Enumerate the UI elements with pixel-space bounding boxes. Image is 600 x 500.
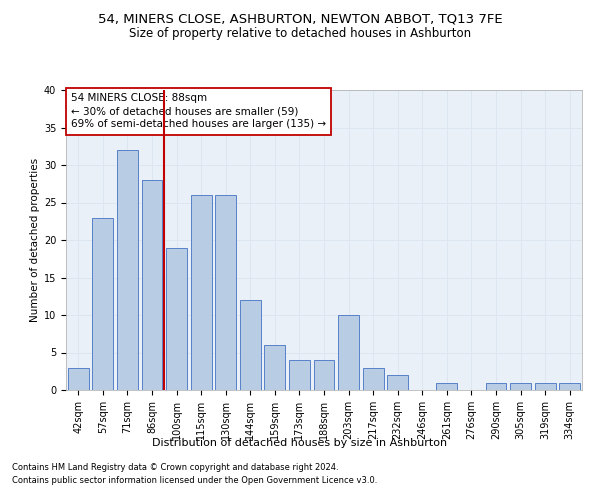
Text: Distribution of detached houses by size in Ashburton: Distribution of detached houses by size … [152,438,448,448]
Text: 54, MINERS CLOSE, ASHBURTON, NEWTON ABBOT, TQ13 7FE: 54, MINERS CLOSE, ASHBURTON, NEWTON ABBO… [98,12,502,26]
Text: Contains public sector information licensed under the Open Government Licence v3: Contains public sector information licen… [12,476,377,485]
Text: Size of property relative to detached houses in Ashburton: Size of property relative to detached ho… [129,28,471,40]
Bar [191,195,212,390]
Text: Contains HM Land Registry data © Crown copyright and database right 2024.: Contains HM Land Registry data © Crown c… [12,464,338,472]
Bar [265,345,286,390]
Bar [510,382,531,390]
Bar [559,382,580,390]
Bar [362,368,383,390]
Bar [166,248,187,390]
Bar [436,382,457,390]
Bar [68,368,89,390]
Bar [314,360,334,390]
Text: 54 MINERS CLOSE: 88sqm
← 30% of detached houses are smaller (59)
69% of semi-det: 54 MINERS CLOSE: 88sqm ← 30% of detached… [71,93,326,130]
Bar [142,180,163,390]
Bar [535,382,556,390]
Bar [289,360,310,390]
Bar [387,375,408,390]
Bar [215,195,236,390]
Bar [338,315,359,390]
Bar [117,150,138,390]
Bar [240,300,261,390]
Bar [485,382,506,390]
Y-axis label: Number of detached properties: Number of detached properties [29,158,40,322]
Bar [92,218,113,390]
